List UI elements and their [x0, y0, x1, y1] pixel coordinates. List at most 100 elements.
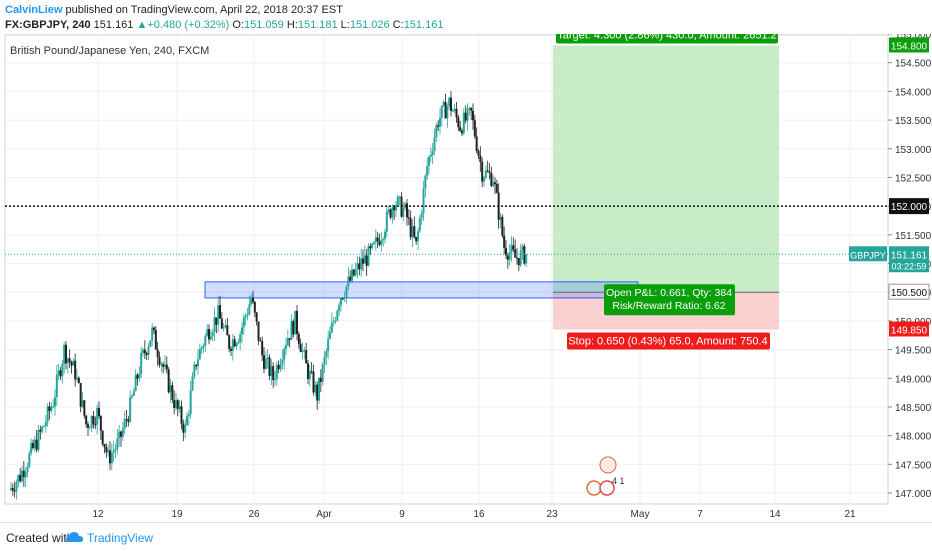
candle-body	[296, 310, 298, 335]
target-label-bg	[556, 34, 778, 44]
candle-body	[252, 297, 254, 302]
candle-body	[178, 406, 181, 410]
candle-body	[488, 171, 491, 173]
candle-body	[391, 207, 394, 218]
candle-body	[83, 400, 86, 416]
candle-body	[140, 352, 143, 375]
candle-body	[231, 339, 234, 351]
candle-body	[360, 258, 363, 270]
candle-body	[448, 97, 451, 107]
close-label: C:	[392, 19, 404, 31]
last-price: 151.161	[93, 19, 134, 31]
candle-body	[171, 385, 174, 400]
candle-body	[87, 424, 89, 428]
candle-body	[248, 304, 251, 315]
candle-body	[457, 117, 460, 128]
uk-flag-icon	[599, 456, 617, 474]
tradingview-link[interactable]: TradingView	[87, 531, 154, 545]
candle-body	[299, 343, 302, 353]
price-chart[interactable]: 155.000154.500154.000153.500153.000152.5…	[0, 34, 932, 522]
candle-body	[307, 363, 309, 379]
candle-body	[112, 450, 115, 453]
candle-body	[424, 175, 427, 189]
candle-body	[153, 327, 155, 331]
level-axis-label: 152.000	[891, 202, 928, 213]
candle-body	[32, 443, 34, 449]
candle-body	[374, 237, 377, 243]
candle-body	[239, 334, 242, 343]
candle-body	[110, 452, 113, 464]
candle-body	[297, 334, 300, 344]
candle-body	[462, 112, 465, 134]
candle-body	[340, 298, 342, 305]
x-tick-label: 9	[399, 509, 405, 520]
support-zone	[204, 281, 639, 299]
candle-body	[149, 340, 152, 347]
candle-body	[90, 415, 93, 428]
candle-body	[123, 419, 126, 429]
candle-body	[156, 349, 159, 358]
candle-body	[176, 400, 179, 410]
candle-body	[426, 165, 429, 176]
candle-body	[43, 426, 45, 428]
candle-body	[369, 246, 372, 249]
candle-body	[270, 366, 273, 377]
candle-body	[24, 471, 27, 478]
y-tick-label: 149.000	[895, 374, 932, 385]
symbol-tag-bg	[849, 246, 887, 262]
candle-body	[347, 276, 350, 287]
candle-body	[30, 443, 33, 454]
last-price-axis-bg	[889, 246, 929, 273]
candle-body	[193, 364, 196, 377]
candle-body	[464, 112, 467, 121]
candle-body	[136, 374, 139, 379]
x-tick-label: Apr	[316, 509, 332, 520]
candle-body	[275, 364, 278, 380]
candle-body	[321, 364, 324, 382]
target-axis-bg	[889, 37, 929, 53]
candle-body	[57, 370, 60, 375]
candle-body	[286, 338, 289, 346]
candle-body	[461, 130, 463, 134]
x-tick-label: May	[631, 509, 650, 520]
candle-body	[35, 439, 38, 450]
countdown-label: 03:22:59	[891, 261, 926, 271]
candle-body	[495, 184, 498, 193]
candle-body	[420, 213, 423, 219]
candle-body	[10, 487, 12, 491]
candle-body	[257, 321, 260, 341]
candle-body	[356, 263, 359, 270]
candle-body	[294, 310, 297, 335]
candle-body	[11, 487, 14, 491]
candle-body	[235, 343, 238, 347]
candle-body	[244, 315, 247, 318]
candle-body	[417, 231, 419, 242]
candle-body	[54, 397, 56, 407]
candle-body	[160, 364, 163, 366]
candle-body	[301, 350, 304, 353]
candle-body	[226, 325, 229, 336]
candle-body	[314, 384, 317, 393]
candle-body	[125, 419, 128, 421]
candle-body	[92, 415, 95, 425]
candle-body	[376, 237, 379, 242]
candle-body	[305, 350, 308, 364]
candle-body	[494, 182, 496, 185]
candle-body	[224, 325, 227, 327]
high-label: H:	[286, 19, 298, 31]
candle-body	[316, 384, 319, 401]
candle-body	[450, 97, 452, 111]
candle-body	[109, 450, 111, 464]
candle-body	[44, 422, 47, 427]
candle-body	[182, 423, 185, 433]
stop-label: Stop: 0.650 (0.43%) 65.0, Amount: 750.4	[568, 335, 767, 347]
candle-body	[259, 340, 262, 342]
candle-body	[206, 329, 209, 336]
author-link[interactable]: CalvinLiew	[5, 4, 63, 16]
candle-body	[378, 241, 381, 245]
candle-body	[197, 359, 199, 367]
y-tick-label: 153.000	[895, 145, 932, 156]
entry-axis-label: 150.500	[891, 288, 928, 299]
candle-body	[70, 361, 73, 366]
candle-body	[228, 335, 231, 349]
